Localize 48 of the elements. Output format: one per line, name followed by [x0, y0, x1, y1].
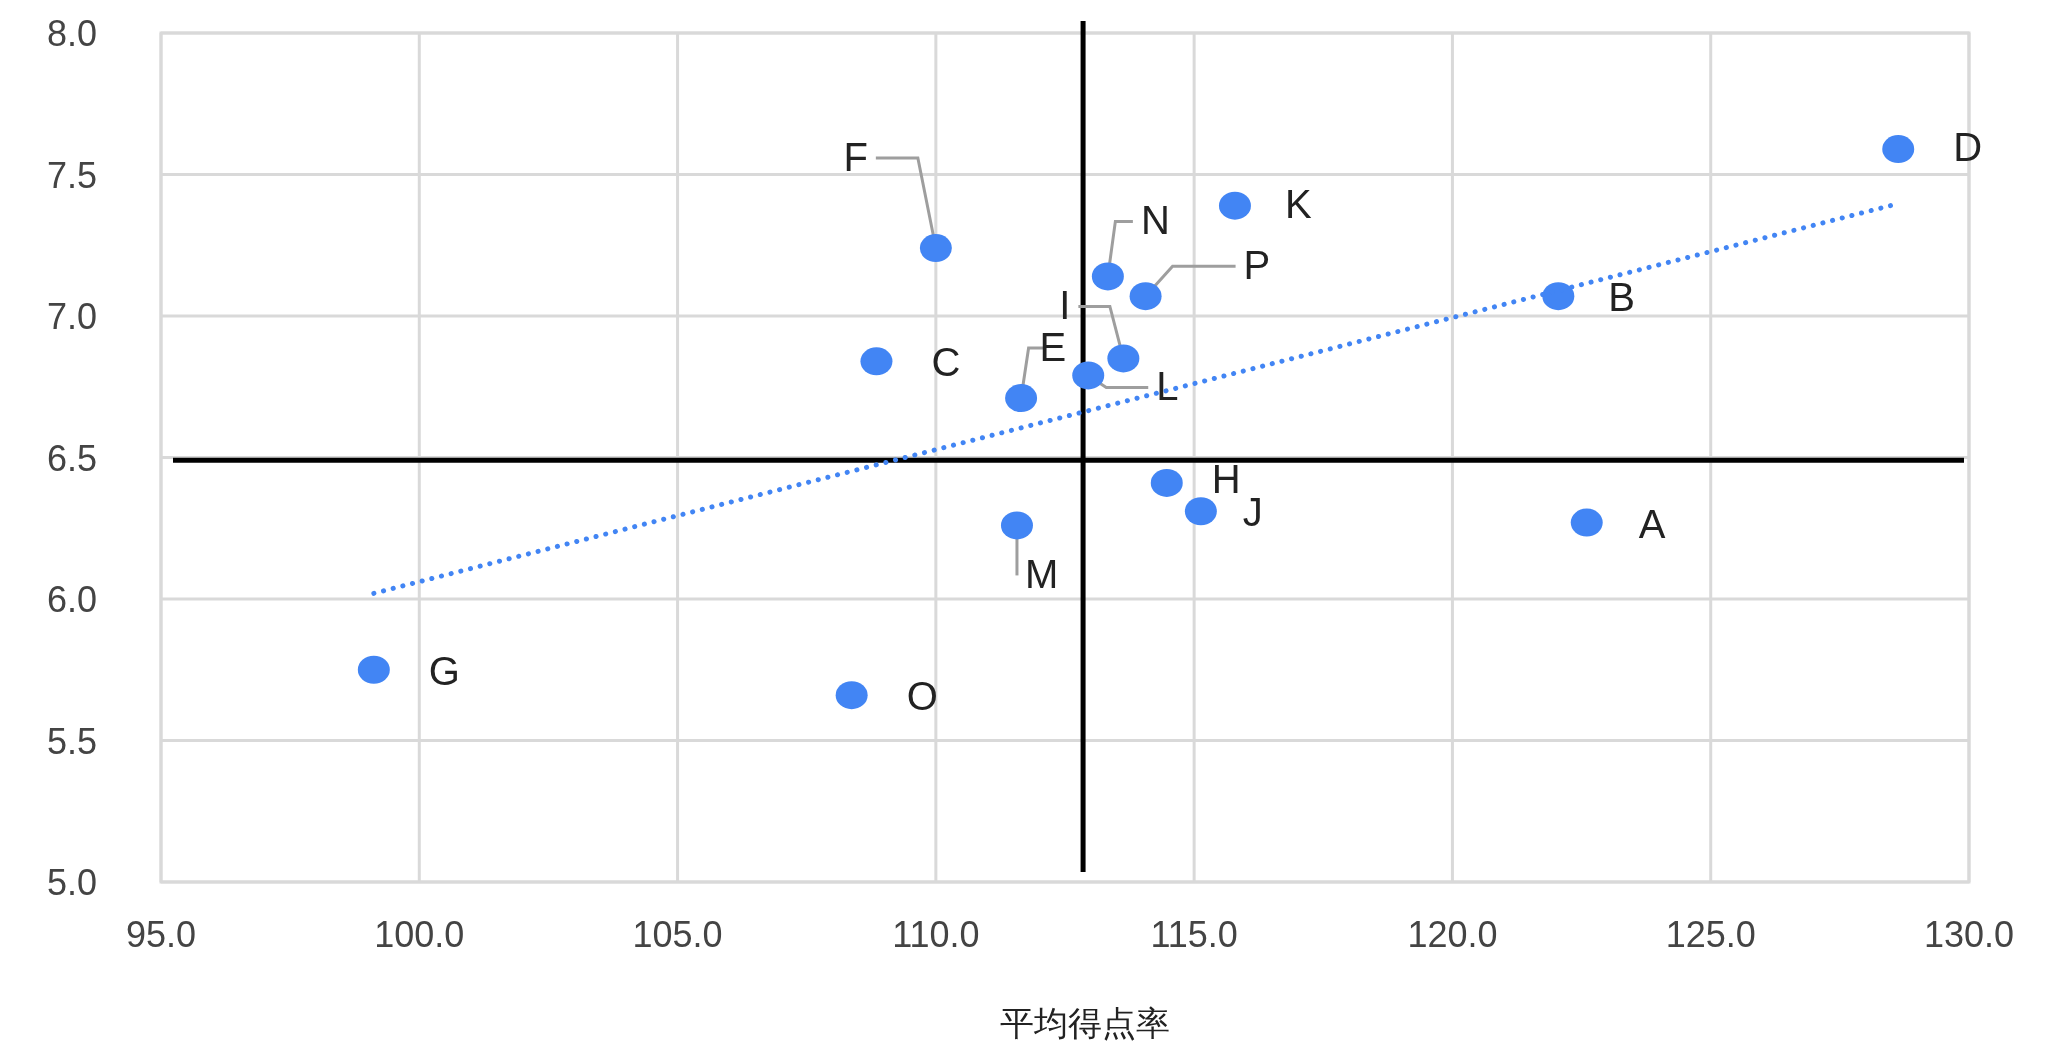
point — [1150, 468, 1183, 497]
annotation: J — [1242, 490, 1263, 535]
y-tick-label: 6.5 — [46, 437, 97, 479]
x-tick-label: 110.0 — [892, 914, 980, 955]
point — [835, 681, 868, 710]
y-tick-label: 5.0 — [46, 862, 97, 903]
x-axis-title: 平均得点率 — [1000, 1004, 1170, 1042]
point — [1072, 361, 1105, 390]
y-tick-label: 6.0 — [46, 579, 97, 620]
point — [1882, 135, 1915, 164]
point — [1005, 384, 1038, 413]
x-tick-label: 100.0 — [374, 914, 465, 955]
x-tick-label: 115.0 — [1150, 914, 1238, 955]
point — [1184, 497, 1217, 526]
point — [1091, 262, 1124, 291]
y-tick-label: 7.5 — [46, 154, 97, 196]
annotation: E — [1039, 325, 1067, 370]
point — [357, 655, 390, 684]
annotation: M — [1024, 552, 1059, 597]
annotation: A — [1638, 501, 1666, 546]
annotation: D — [1953, 125, 1983, 170]
point — [1107, 344, 1140, 373]
annotation: L — [1156, 364, 1179, 409]
annotation: K — [1284, 181, 1312, 226]
point — [919, 234, 952, 263]
y-tick-label: 8.0 — [46, 13, 97, 54]
x-tick-label: 130.0 — [1923, 914, 2015, 955]
y-tick-label: 5.5 — [46, 720, 97, 762]
annotation: H — [1211, 456, 1241, 501]
y-tick-label: 7.0 — [46, 296, 97, 337]
point — [1129, 282, 1162, 311]
point — [1218, 191, 1251, 220]
point — [1000, 511, 1033, 540]
x-tick-label: 95.0 — [125, 914, 197, 955]
annotation: F — [843, 135, 868, 180]
annotation: C — [931, 340, 961, 385]
annotation: N — [1140, 198, 1170, 243]
point — [1542, 282, 1575, 311]
annotation: G — [428, 648, 460, 693]
x-tick-label: 120.0 — [1407, 914, 1498, 955]
point — [860, 347, 893, 376]
annotation: B — [1608, 275, 1636, 320]
annotation: O — [906, 674, 938, 719]
annotation: P — [1243, 243, 1271, 288]
point — [1570, 508, 1603, 537]
x-tick-label: 105.0 — [632, 914, 723, 955]
x-tick-label: 125.0 — [1665, 914, 1756, 955]
annotation: I — [1059, 283, 1071, 328]
